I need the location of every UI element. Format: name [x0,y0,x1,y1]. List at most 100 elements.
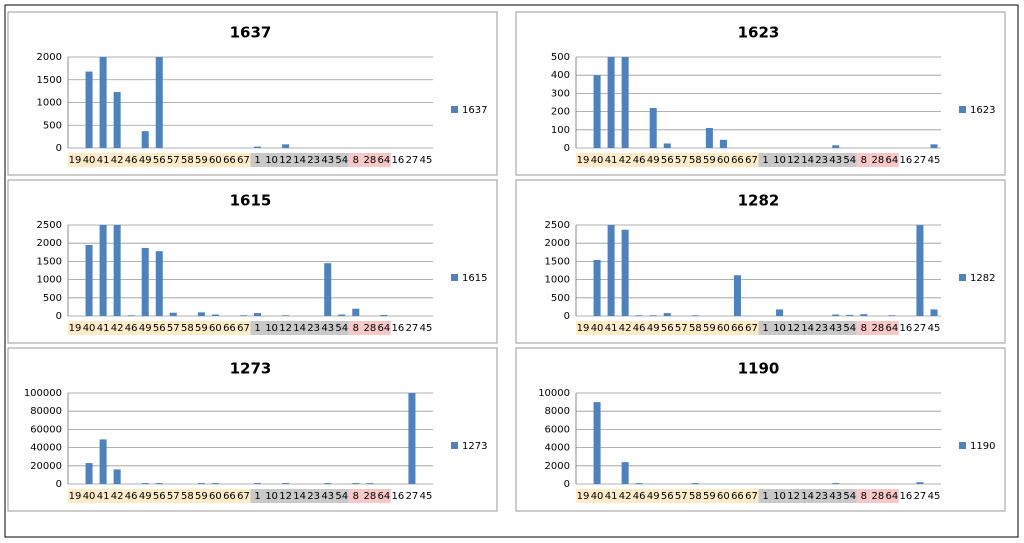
category-label-bg [348,321,363,335]
bar [832,483,840,484]
legend-label: 1282 [970,273,995,284]
category-label-bg [730,321,745,335]
x-tick-label: 57 [167,323,180,334]
category-label-bg [306,321,321,335]
x-tick-label: 28 [871,323,884,334]
category-label-bg [320,153,335,167]
y-tick-label: 8000 [545,406,570,417]
category-label-bg [264,153,279,167]
category-label-bg [264,489,279,503]
y-tick-label: 80000 [30,406,62,417]
x-tick-label: 49 [139,323,152,334]
category-label-bg [68,321,83,335]
x-tick-label: 28 [363,491,376,502]
x-tick-label: 23 [815,155,828,166]
category-label-bg [306,153,321,167]
category-label-bg [758,153,773,167]
y-tick-label: 6000 [545,424,570,435]
bar [197,312,205,316]
chart-title: 1282 [738,192,780,210]
x-tick-label: 58 [181,491,194,502]
category-label-bg [800,321,815,335]
category-label-bg [870,153,885,167]
x-tick-label: 56 [661,155,674,166]
category-label-bg [82,489,97,503]
y-tick-label: 100000 [24,388,62,399]
x-tick-label: 60 [209,323,222,334]
x-tick-label: 42 [111,155,124,166]
x-tick-label: 58 [181,323,194,334]
x-tick-label: 67 [745,491,758,502]
x-tick-label: 66 [223,323,236,334]
category-label-bg [278,153,293,167]
category-label-bg [702,489,717,503]
bar [888,315,896,316]
y-tick-label: 1000 [37,275,62,286]
x-tick-label: 46 [633,323,646,334]
bar [649,315,657,316]
x-tick-label: 46 [633,491,646,502]
x-tick-label: 19 [69,491,82,502]
chart-title: 1623 [738,24,780,42]
y-tick-label: 0 [56,143,62,154]
x-tick-label: 12 [787,155,800,166]
y-tick-label: 2000 [545,461,570,472]
bar [99,439,107,484]
y-tick-label: 2000 [545,238,570,249]
category-label-bg [138,489,153,503]
x-tick-label: 49 [647,155,660,166]
x-tick-label: 8 [353,155,359,166]
x-tick-label: 57 [675,323,688,334]
category-label-bg [772,153,787,167]
category-label-bg [180,153,195,167]
x-tick-label: 46 [125,155,138,166]
category-label-bg [674,153,689,167]
x-tick-label: 60 [209,491,222,502]
category-label-bg [842,489,857,503]
x-tick-label: 56 [153,155,166,166]
x-tick-label: 60 [209,155,222,166]
x-tick-label: 16 [392,155,405,166]
bar [99,225,107,316]
x-tick-label: 43 [321,323,334,334]
y-tick-label: 500 [43,120,62,131]
category-label-bg [674,489,689,503]
bar [155,57,163,148]
category-label-bg [688,153,703,167]
category-label-bg [884,489,899,503]
x-tick-label: 40 [83,155,96,166]
y-tick-label: 4000 [545,443,570,454]
bar [282,144,290,148]
y-tick-label: 20000 [30,461,62,472]
category-label-bg [376,321,391,335]
x-tick-label: 59 [195,323,208,334]
bar [254,483,262,484]
x-tick-label: 56 [153,323,166,334]
bar [733,275,741,316]
category-label-bg [772,489,787,503]
x-tick-label: 12 [279,323,292,334]
legend-label: 1623 [970,105,995,116]
category-label-bg [250,153,265,167]
bar [860,314,868,316]
x-tick-label: 27 [914,323,927,334]
x-tick-label: 19 [577,323,590,334]
x-tick-label: 66 [223,491,236,502]
chart-title: 1190 [738,360,780,378]
x-tick-label: 27 [406,155,419,166]
legend-swatch [451,442,458,449]
x-tick-label: 10 [265,155,278,166]
legend-label: 1190 [970,441,995,452]
x-tick-label: 43 [321,491,334,502]
x-tick-label: 23 [307,491,320,502]
x-tick-label: 14 [293,323,306,334]
category-label-bg [180,489,195,503]
category-label-bg [590,489,605,503]
bar [85,71,93,148]
category-label-bg [110,153,125,167]
category-label-bg [828,489,843,503]
legend-label: 1637 [462,105,487,116]
bar [155,251,163,316]
